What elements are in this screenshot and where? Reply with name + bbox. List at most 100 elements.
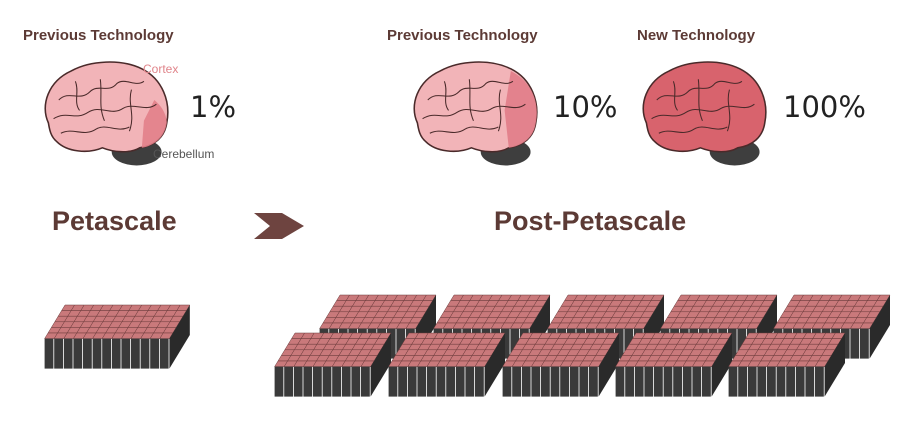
rack-unit (673, 366, 682, 397)
rack-unit (361, 366, 370, 397)
rack-unit (805, 366, 815, 397)
rack-unit (313, 366, 322, 397)
cortex-highlight (504, 70, 537, 148)
rack-unit (757, 366, 767, 397)
rack-unit (322, 366, 332, 397)
rack-unit (682, 366, 692, 397)
rack-unit (702, 366, 711, 397)
rack-unit (500, 328, 510, 359)
rack-unit (512, 366, 521, 397)
header-new-technology: New Technology (637, 27, 756, 44)
rack-unit (44, 338, 54, 369)
percentage-middle: 10% (553, 90, 618, 124)
rack-unit (150, 338, 159, 369)
rack-unit (341, 366, 351, 397)
rack-block-post-lower (502, 332, 620, 397)
brain-folds (53, 79, 157, 134)
percentage-left: 1% (190, 90, 237, 124)
rack-unit (692, 366, 702, 397)
rack-unit (351, 366, 361, 397)
rack-unit (475, 366, 484, 397)
rack-unit (795, 366, 805, 397)
rack-unit (840, 328, 850, 359)
rack-unit (786, 366, 795, 397)
rack-unit (73, 338, 83, 369)
rack-unit (111, 338, 121, 369)
rack-unit (550, 366, 560, 397)
rack-unit (54, 338, 63, 369)
rack-unit (83, 338, 92, 369)
rack-unit (140, 338, 150, 369)
rack-block-post-lower (728, 332, 846, 397)
rack-unit (815, 366, 824, 397)
brain-folds (651, 79, 755, 134)
brain-middle (413, 61, 538, 166)
rack-unit (417, 366, 427, 397)
rack-unit (274, 366, 284, 397)
rack-unit (427, 366, 436, 397)
rack-unit (455, 366, 465, 397)
rack-unit (465, 366, 475, 397)
rack-unit (776, 366, 786, 397)
rack-unit (521, 366, 531, 397)
rack-unit (654, 366, 663, 397)
rack-unit (446, 366, 455, 397)
rack-unit (644, 366, 654, 397)
rack-unit (579, 366, 589, 397)
rack-unit (560, 366, 569, 397)
percentage-right: 100% (783, 90, 866, 124)
rack-unit (121, 338, 131, 369)
rack-unit (303, 366, 313, 397)
header-previous-technology-left: Previous Technology (23, 27, 174, 44)
rack-unit (634, 366, 644, 397)
section-petascale: Petascale (52, 206, 177, 236)
rack-block-post-lower (388, 332, 506, 397)
cortex-highlight (141, 100, 167, 148)
rack-unit (284, 366, 293, 397)
rack-unit (737, 328, 747, 359)
rack-block-post-lower (274, 332, 392, 397)
rack-block-petascale (44, 304, 191, 369)
rack-unit (510, 328, 520, 359)
rack-unit (502, 366, 512, 397)
rack-unit (63, 338, 73, 369)
rack-unit (614, 328, 624, 359)
rack-unit (860, 328, 869, 359)
rack-unit (92, 338, 102, 369)
rack-unit (615, 366, 625, 397)
rack-unit (625, 366, 634, 397)
rack-unit (589, 366, 598, 397)
rack-unit (388, 366, 398, 397)
rack-unit (386, 328, 396, 359)
rack-unit (131, 338, 140, 369)
brain-folds (422, 79, 526, 134)
brain-right (642, 61, 767, 166)
cerebellum-label: Cerebellum (153, 147, 215, 161)
rack-unit (747, 366, 757, 397)
rack-unit (332, 366, 341, 397)
rack-unit (531, 366, 541, 397)
rack-unit (738, 366, 747, 397)
rack-unit (850, 328, 860, 359)
cortex-label: Cortex (143, 62, 179, 76)
rack-unit (767, 366, 776, 397)
rack-block-post-lower (615, 332, 733, 397)
arrow-icon (254, 213, 304, 239)
rack-unit (102, 338, 111, 369)
rack-unit (396, 328, 406, 359)
rack-unit (541, 366, 550, 397)
rack-unit (436, 366, 446, 397)
rack-unit (728, 366, 738, 397)
section-post-petascale: Post-Petascale (494, 206, 687, 236)
rack-unit (407, 366, 417, 397)
rack-unit (293, 366, 303, 397)
rack-unit (398, 366, 407, 397)
header-previous-technology-middle: Previous Technology (387, 27, 538, 44)
rack-unit (663, 366, 673, 397)
brain-left (44, 61, 169, 166)
rack-unit (159, 338, 169, 369)
rack-unit (569, 366, 579, 397)
rack-unit (727, 328, 737, 359)
rack-unit (624, 328, 634, 359)
